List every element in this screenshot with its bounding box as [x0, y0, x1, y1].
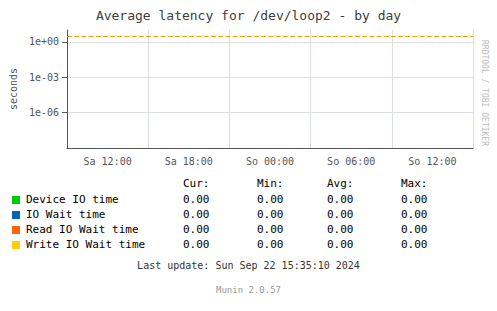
svg-text:So 00:00: So 00:00: [246, 156, 294, 167]
svg-text:0.00: 0.00: [327, 238, 354, 251]
svg-text:0.00: 0.00: [257, 208, 284, 221]
svg-text:So 06:00: So 06:00: [327, 156, 375, 167]
svg-text:0.00: 0.00: [257, 193, 284, 206]
svg-text:1e-06: 1e-06: [29, 107, 59, 118]
svg-text:Min:: Min:: [257, 177, 284, 190]
svg-text:Write IO Wait time: Write IO Wait time: [26, 238, 145, 251]
svg-text:0.00: 0.00: [257, 238, 284, 251]
svg-text:Avg:: Avg:: [327, 177, 354, 190]
svg-text:0.00: 0.00: [327, 223, 354, 236]
svg-text:Sa 18:00: Sa 18:00: [165, 156, 213, 167]
svg-text:0.00: 0.00: [183, 223, 210, 236]
svg-text:0.00: 0.00: [401, 223, 428, 236]
svg-text:1e+00: 1e+00: [29, 36, 59, 47]
svg-text:IO Wait time: IO Wait time: [26, 208, 105, 221]
svg-text:Max:: Max:: [401, 177, 428, 190]
svg-text:Average latency for /dev/loop2: Average latency for /dev/loop2 - by day: [96, 8, 401, 23]
svg-text:Device IO time: Device IO time: [26, 193, 119, 206]
svg-text:Read IO Wait time: Read IO Wait time: [26, 223, 139, 236]
svg-text:0.00: 0.00: [183, 208, 210, 221]
svg-text:Last update: Sun Sep 22 15:35:: Last update: Sun Sep 22 15:35:10 2024: [137, 260, 360, 271]
svg-text:0.00: 0.00: [401, 193, 428, 206]
svg-text:1e-03: 1e-03: [29, 72, 59, 83]
svg-text:Sa 12:00: Sa 12:00: [84, 156, 132, 167]
svg-text:0.00: 0.00: [327, 193, 354, 206]
svg-text:RRDTOOL / TOBI OETIKER: RRDTOOL / TOBI OETIKER: [480, 40, 489, 146]
svg-text:0.00: 0.00: [183, 238, 210, 251]
svg-text:0.00: 0.00: [327, 208, 354, 221]
svg-text:0.00: 0.00: [401, 208, 428, 221]
svg-text:0.00: 0.00: [183, 193, 210, 206]
svg-text:0.00: 0.00: [401, 238, 428, 251]
svg-text:Cur:: Cur:: [183, 177, 210, 190]
svg-text:So 12:00: So 12:00: [408, 156, 456, 167]
svg-text:Munin 2.0.57: Munin 2.0.57: [216, 285, 281, 295]
svg-text:0.00: 0.00: [257, 223, 284, 236]
svg-text:seconds: seconds: [8, 68, 19, 110]
